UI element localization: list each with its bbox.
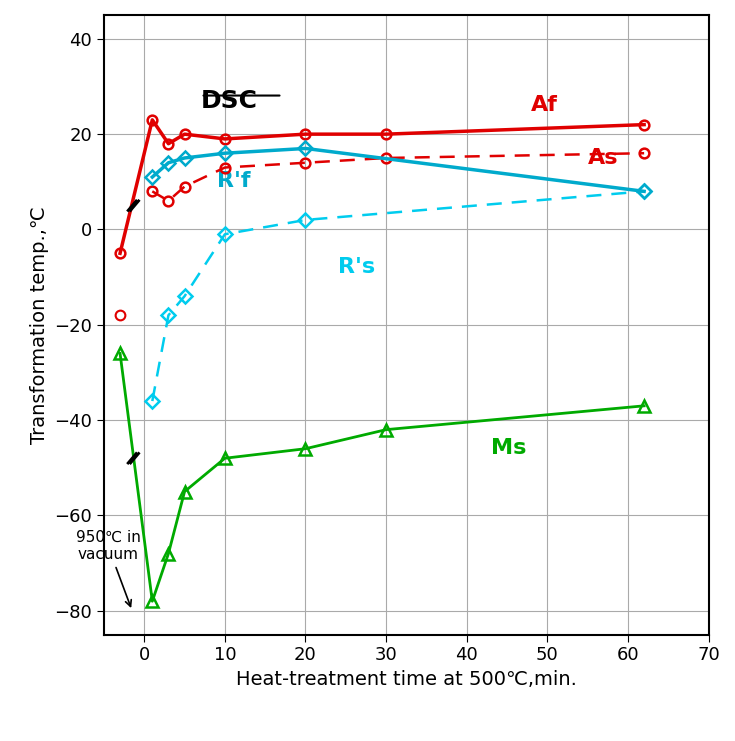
X-axis label: Heat-treatment time at 500℃,min.: Heat-treatment time at 500℃,min. [236, 670, 577, 689]
Text: R'f: R'f [217, 171, 251, 191]
Text: Af: Af [531, 95, 558, 115]
Text: Ms: Ms [491, 438, 526, 458]
Text: R's: R's [338, 257, 375, 277]
Text: 950℃ in
vacuum: 950℃ in vacuum [76, 530, 140, 606]
Text: As: As [588, 147, 618, 167]
Text: DSC: DSC [201, 90, 258, 113]
Y-axis label: Transformation temp.,℃: Transformation temp.,℃ [29, 206, 49, 444]
